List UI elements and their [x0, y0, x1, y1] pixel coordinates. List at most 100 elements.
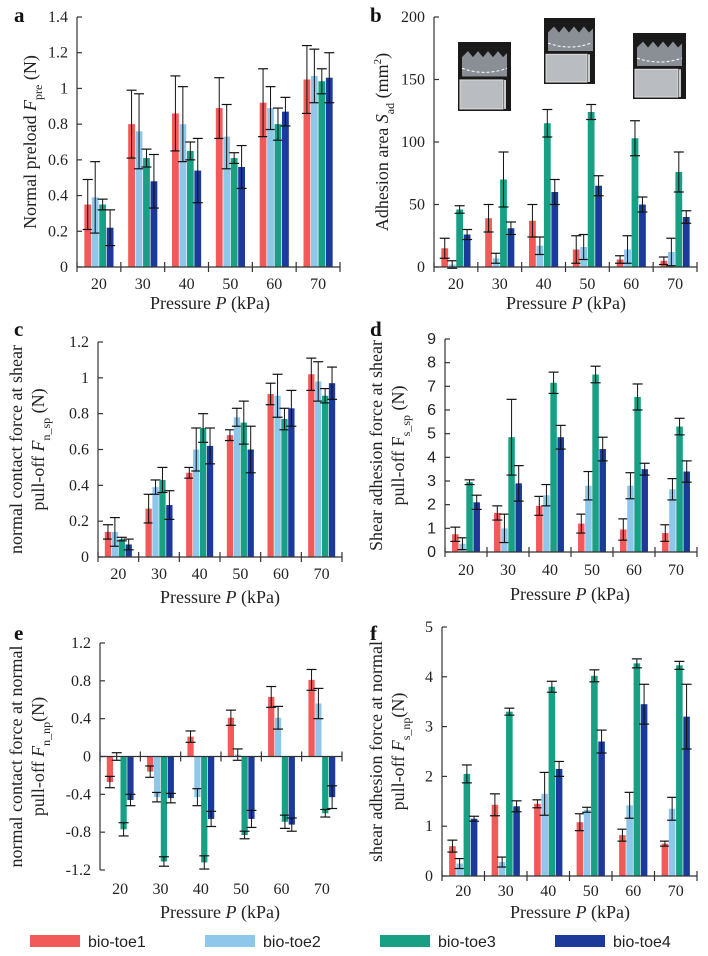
label-segment: P: [225, 587, 237, 607]
x-tick-label: 20: [91, 276, 107, 293]
bar-bio-toe3-50: [240, 422, 247, 557]
bar-bio-toe3-30: [508, 437, 515, 552]
label-segment: P: [225, 902, 237, 922]
bar-bio-toe3-60: [631, 138, 639, 267]
y-tick-label: 0.2: [48, 223, 68, 240]
y-tick-label: 0.8: [71, 673, 91, 690]
x-tick-label: 30: [135, 276, 151, 293]
legend-swatch: [380, 935, 430, 947]
panel-a: a 0 0.2 0.4 0.6 0.8 1 1.2 1.4 20 30 40 50 60 70 Pressur…: [14, 3, 341, 314]
bar-bio-toe4-50: [248, 756, 255, 819]
bar-bio-toe4-70: [682, 217, 690, 267]
panel-e: e -1.2 -0.8 -0.4 0 0.4 0.8 1.2 20 30 40 50 60 70 Press…: [6, 621, 343, 923]
bar-bio-toe3-60: [633, 663, 641, 876]
panel-letter: c: [14, 317, 23, 341]
bar-bio-toe3-30: [159, 479, 166, 557]
bar-bio-toe2-60: [627, 485, 634, 552]
bar-bio-toe3-30: [160, 756, 168, 862]
label-segment: pre: [31, 85, 45, 100]
label-segment: ): [372, 53, 393, 59]
inset-photo: [633, 33, 686, 99]
label-segment: (N): [388, 693, 409, 718]
y-tick-label: 1: [425, 818, 433, 835]
y-tick-label: 0.8: [48, 116, 68, 133]
y-axis-label: Adhesion area Sad (mm2): [372, 53, 397, 231]
y-tick-label: 5: [427, 426, 436, 443]
y-tick-label: 8: [427, 355, 436, 372]
x-tick-label: 60: [273, 566, 289, 583]
bio-toe-shape: [462, 51, 507, 77]
label-segment: F: [28, 745, 48, 758]
y-axis-label: shear adhesion force at normal: [366, 641, 386, 862]
x-tick-label: 50: [584, 562, 600, 579]
y-tick-label: 2: [427, 497, 436, 514]
x-tick-label: 50: [579, 276, 595, 293]
y-tick-label: 2: [425, 768, 433, 785]
label-segment: shear adhesion force at normal: [366, 641, 386, 862]
y-tick-label: 0: [60, 259, 68, 276]
bar-bio-toe4-60: [639, 204, 646, 267]
label-segment: (kPa): [237, 902, 281, 923]
label-segment: normal contact force at shear: [6, 345, 26, 554]
bar-bio-toe3-30: [500, 179, 507, 267]
bar-bio-toe2-40: [543, 495, 550, 552]
bar-bio-toe2-50: [585, 485, 592, 552]
y-tick-label: 7: [427, 378, 436, 395]
bar-bio-toe2-70: [315, 703, 322, 757]
y-tick-label: 0.4: [48, 188, 68, 205]
x-tick-label: 60: [266, 276, 282, 293]
legend-label: bio-toe3: [438, 934, 496, 951]
bar-bio-toe1-50: [226, 435, 234, 557]
bar-bio-toe1-70: [308, 679, 315, 757]
y-tick-label: -1.2: [66, 862, 91, 879]
label-segment: Pressure: [150, 293, 216, 313]
y-axis-label: normal contact force at normal: [6, 646, 26, 868]
bar-bio-toe3-40: [550, 382, 557, 552]
bar-bio-toe1-70: [308, 374, 315, 557]
bar-bio-toe3-40: [548, 686, 556, 876]
x-tick-label: 70: [667, 276, 683, 293]
label-segment: Pressure: [510, 902, 576, 922]
y-tick-label: 5: [425, 619, 433, 636]
photo-divider: [504, 79, 506, 109]
bar-bio-toe4-40: [555, 768, 563, 876]
label-segment: F: [20, 99, 40, 112]
bar-bio-toe4-50: [599, 449, 606, 552]
bar-bio-toe1-30: [145, 508, 152, 557]
y-tick-label: 100: [401, 134, 425, 151]
x-tick-label: 30: [151, 566, 167, 583]
panel-b: b 0 50 100 150 200 20 30 40 50 60 70 Pressure P (kPa…: [370, 3, 698, 314]
y-axis-label: pull-off Fn_np(N): [28, 697, 53, 816]
y-tick-label: 0.4: [71, 711, 91, 728]
inset-photo: [458, 42, 511, 111]
y-tick-label: 3: [425, 719, 433, 736]
y-axis-label: pull-off Fs_np(N): [388, 693, 413, 811]
y-tick-label: 4: [425, 669, 433, 686]
bar-bio-toe1-40: [187, 736, 194, 757]
bar-bio-toe1-70: [661, 843, 669, 876]
bar-bio-toe2-20: [456, 863, 463, 876]
y-tick-label: 0: [81, 549, 89, 566]
bar-bio-toe1-20: [452, 534, 459, 552]
label-segment: s_np: [399, 718, 413, 741]
label-segment: (mm: [372, 64, 393, 103]
bar-bio-toe3-40: [201, 756, 208, 863]
y-axis-label: Shear adhesion force at shear: [366, 340, 386, 551]
label-segment: (N): [28, 388, 49, 418]
bar-bio-toe3-40: [543, 123, 551, 267]
label-segment: pull-off F: [388, 436, 408, 505]
bar-bio-toe3-20: [120, 756, 127, 830]
legend-item-bio-toe1: bio-toe1: [30, 934, 146, 951]
bar-bio-toe4-50: [238, 167, 245, 267]
bar-bio-toe1-60: [268, 696, 275, 757]
bar-bio-toe4-30: [515, 483, 522, 552]
panel-letter: a: [14, 3, 25, 27]
photo-divider: [679, 69, 681, 98]
legend-swatch: [205, 935, 255, 947]
bar-bio-toe2-30: [153, 756, 161, 798]
photo-divider: [588, 54, 590, 83]
bar-bio-toe1-40: [536, 505, 543, 552]
bar-bio-toe4-60: [641, 469, 648, 552]
x-tick-label: 20: [112, 881, 128, 898]
bar-bio-toe1-70: [662, 533, 669, 552]
